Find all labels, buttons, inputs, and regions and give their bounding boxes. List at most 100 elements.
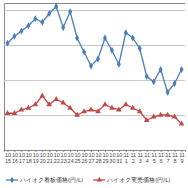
series-marker (53, 96, 59, 101)
x-tick-label: 1028 (95, 152, 101, 164)
x-tick: 119 (179, 150, 185, 164)
series-marker (67, 105, 73, 110)
series-marker (152, 78, 156, 85)
x-tick: 1016 (12, 150, 18, 164)
series-marker (46, 101, 52, 106)
series-marker (166, 89, 170, 96)
x-tick-label: 1019 (33, 152, 39, 164)
series-marker (158, 112, 164, 117)
grid-line (4, 10, 185, 11)
x-tick-label: 1029 (102, 152, 108, 164)
series-marker (5, 110, 11, 115)
x-tick: 117 (165, 150, 171, 164)
series-marker (54, 3, 58, 10)
series-marker (179, 120, 185, 125)
series-marker (12, 33, 16, 40)
x-axis: 1015101610171018101910201021102210231024… (5, 150, 186, 164)
x-tick-label-part: 27 (88, 158, 94, 164)
x-tick-label: 114 (144, 152, 150, 164)
series-marker (172, 113, 178, 118)
data-layer (5, 3, 185, 125)
y-tick (4, 45, 185, 46)
x-tick-label-part: 28 (95, 158, 101, 164)
legend-item: ハイオク実売価格(円/L) (93, 176, 170, 183)
x-tick-label: 112 (130, 152, 136, 164)
chart: 1015101610171018101910201021102210231024… (0, 0, 188, 188)
legend-label: ハイオク看板価格(円/L) (19, 177, 83, 183)
series-marker (165, 112, 171, 117)
series-marker (26, 22, 30, 29)
series-marker (124, 29, 128, 36)
x-tick-label-part: 18 (26, 158, 32, 164)
plot: 1015101610171018101910201021102210231024… (4, 3, 186, 164)
x-tick-label-part: 7 (167, 158, 170, 164)
y-tick (4, 10, 185, 11)
x-tick-label: 1025 (75, 152, 81, 164)
x-tick-label-part: 25 (75, 158, 81, 164)
series-marker (47, 10, 51, 17)
x-tick: 1029 (102, 150, 108, 164)
series-marker (103, 35, 107, 42)
series-marker (102, 101, 108, 106)
series-marker (19, 106, 25, 111)
grid-line (4, 45, 185, 46)
series-marker (117, 61, 121, 68)
x-tick-label: 1015 (5, 152, 11, 164)
x-tick-label-part: 15 (5, 158, 11, 164)
series-marker (82, 49, 86, 56)
x-tick-label: 1016 (12, 152, 18, 164)
series-marker (180, 66, 184, 73)
x-tick-label: 1023 (61, 152, 67, 164)
legend-label: ハイオク実売価格(円/L) (106, 176, 170, 183)
x-tick: 1025 (75, 150, 81, 164)
y-tick (4, 150, 185, 151)
x-tick: 1023 (61, 150, 67, 164)
x-tick-label: 1022 (54, 152, 60, 164)
x-tick-label: 1026 (81, 152, 87, 164)
series-marker (95, 108, 101, 113)
series-marker (159, 66, 163, 73)
x-tick-label: 115 (151, 152, 157, 164)
x-tick-label: 1030 (109, 152, 115, 164)
x-tick-label-part: 17 (19, 158, 25, 164)
x-tick: 1015 (5, 150, 11, 164)
x-tick-label: 1020 (40, 152, 46, 164)
x-tick-label-part: 5 (153, 158, 156, 164)
x-tick-label: 117 (165, 152, 171, 164)
series-marker (60, 99, 66, 104)
x-tick-label-part: 9 (180, 158, 183, 164)
series-marker (109, 105, 115, 110)
series-marker (19, 28, 23, 35)
series-marker (33, 15, 37, 22)
x-tick-label: 1018 (26, 152, 32, 164)
x-tick: 1027 (88, 150, 94, 164)
x-tick-label-part: 23 (61, 158, 67, 164)
x-tick-label-part: 31 (116, 158, 122, 164)
x-tick: 1030 (109, 150, 115, 164)
y-axis (4, 4, 185, 151)
x-tick: 1028 (95, 150, 101, 164)
grid-line (4, 80, 185, 81)
series-marker (116, 106, 122, 111)
x-tick-label-part: 24 (68, 158, 74, 164)
series-marker (110, 47, 114, 54)
series-marker (32, 101, 38, 106)
x-tick-label-part: 6 (160, 158, 163, 164)
series-marker (123, 101, 129, 106)
y-axis-line (5, 4, 186, 151)
series-marker (81, 108, 87, 113)
series-line (7, 96, 181, 124)
series-marker (61, 24, 65, 31)
series-line (7, 7, 181, 93)
x-tick: 1021 (47, 150, 53, 164)
x-tick: 1024 (68, 150, 74, 164)
x-tick-label-part: 4 (146, 158, 149, 164)
x-tick: 1031 (116, 150, 122, 164)
x-tick: 1020 (40, 150, 46, 164)
x-tick-label: 118 (172, 152, 178, 164)
series-marker (12, 110, 18, 115)
x-tick-label-part: 22 (54, 158, 60, 164)
series-marker (89, 63, 93, 70)
x-tick-label-part: 30 (109, 158, 115, 164)
x-tick: 114 (144, 150, 150, 164)
